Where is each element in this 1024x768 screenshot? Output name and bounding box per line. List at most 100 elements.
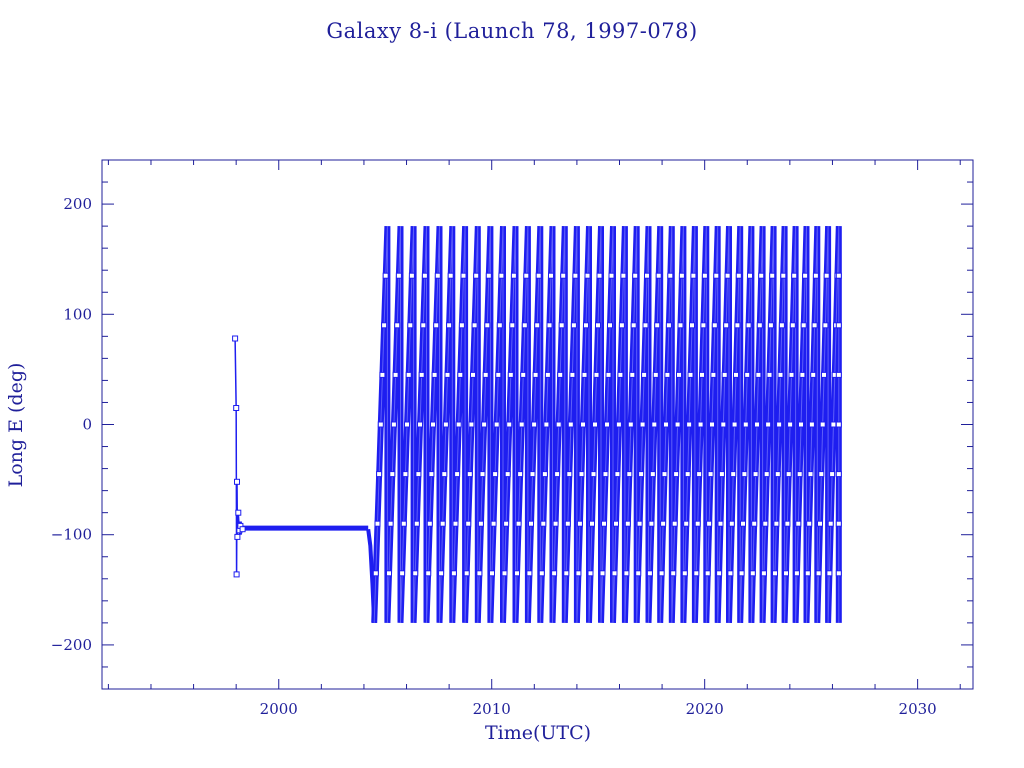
data-point-marker <box>819 421 826 428</box>
data-point-marker <box>492 471 499 478</box>
data-point-marker <box>808 421 815 428</box>
data-point-marker <box>430 421 436 428</box>
data-point-marker <box>796 471 803 478</box>
data-point-marker <box>428 471 435 478</box>
data-point-marker <box>747 272 753 279</box>
data-point-marker <box>785 471 792 478</box>
data-point-marker <box>471 322 478 329</box>
data-point-marker <box>470 371 476 378</box>
data-point-marker <box>504 471 511 478</box>
data-point-marker <box>531 421 538 428</box>
data-point-marker <box>466 471 473 478</box>
data-point-marker <box>583 322 589 329</box>
data-point-marker <box>442 421 449 428</box>
data-point-marker <box>733 371 739 378</box>
data-point-marker <box>523 272 530 279</box>
data-point-marker <box>663 421 669 428</box>
data-point-marker <box>788 371 795 378</box>
data-point-marker <box>596 272 603 279</box>
data-point-marker <box>644 272 650 279</box>
data-point-marker <box>671 520 678 527</box>
data-point-marker <box>501 570 508 577</box>
data-point-marker <box>509 322 516 329</box>
data-point-marker <box>827 520 834 527</box>
data-point-marker <box>479 471 486 478</box>
axis-tick-labels: 2000 2010 2020 2030 −200 −100 0 100 200 <box>51 195 937 718</box>
data-point-marker <box>514 570 520 577</box>
data-point-marker <box>618 322 625 329</box>
data-point-marker <box>681 570 688 577</box>
data-point-marker <box>399 570 406 577</box>
data-point-marker <box>639 421 646 428</box>
data-point-marker <box>767 322 774 329</box>
data-point-marker <box>431 371 438 378</box>
data-point-marker <box>687 371 694 378</box>
data-point-marker <box>646 570 653 577</box>
data-point-marker <box>503 520 510 527</box>
data-point-marker <box>807 471 814 478</box>
data-point-marker <box>766 371 773 378</box>
data-point-marker <box>706 520 713 527</box>
data-point-marker <box>589 520 595 527</box>
data-point-marker <box>835 371 842 378</box>
data-point-marker <box>374 520 381 527</box>
x-tick-label: 2010 <box>473 700 511 718</box>
data-point-marker <box>800 322 807 329</box>
data-point-marker <box>404 421 410 428</box>
data-point-marker <box>234 533 241 540</box>
data-point-marker <box>776 421 783 428</box>
y-tick-label: −100 <box>51 526 92 544</box>
data-point-marker <box>234 478 240 485</box>
data-point-marker <box>723 322 730 329</box>
data-point-marker <box>730 471 737 478</box>
data-point-marker <box>413 520 420 527</box>
data-point-marker <box>587 570 594 577</box>
data-point-marker <box>823 272 830 279</box>
data-point-marker <box>557 371 564 378</box>
data-point-marker <box>605 371 612 378</box>
data-point-marker <box>534 322 541 329</box>
data-point-marker <box>648 520 655 527</box>
data-point-marker <box>447 272 454 279</box>
data-point-marker <box>710 371 717 378</box>
data-point-marker <box>741 471 748 478</box>
data-point-marker <box>778 322 785 329</box>
data-point-marker <box>617 371 624 378</box>
data-point-marker <box>425 570 432 577</box>
data-point-marker <box>521 322 528 329</box>
axis-ticks <box>102 159 973 690</box>
data-point-marker <box>506 421 513 428</box>
y-tick-label: −200 <box>51 636 92 654</box>
data-point-marker <box>426 520 433 527</box>
data-point-marker <box>418 371 425 378</box>
data-point-marker <box>555 421 562 428</box>
data-point-marker <box>630 322 637 329</box>
data-point-marker <box>554 471 561 478</box>
data-point-marker <box>694 520 701 527</box>
data-point-marker <box>407 322 414 329</box>
data-point-marker <box>674 421 681 428</box>
data-point-marker <box>678 272 685 279</box>
data-point-marker <box>482 371 489 378</box>
data-point-marker <box>624 520 631 527</box>
data-point-marker <box>382 272 389 279</box>
data-point-marker <box>799 371 806 378</box>
data-point-marker <box>476 570 483 577</box>
data-point-marker <box>496 322 503 329</box>
data-point-marker <box>734 322 741 329</box>
data-point-marker <box>485 272 492 279</box>
data-point-marker <box>835 272 842 279</box>
data-point-marker <box>490 520 497 527</box>
data-point-marker <box>552 520 559 527</box>
data-point-marker <box>740 520 746 527</box>
data-point-marker <box>658 570 665 577</box>
chart-title: Galaxy 8-i (Launch 78, 1997-078) <box>326 19 697 43</box>
data-point-marker <box>460 272 467 279</box>
data-point-marker <box>548 272 554 279</box>
data-point-marker <box>700 322 707 329</box>
data-point-marker <box>811 322 818 329</box>
data-point-marker <box>676 371 682 378</box>
data-point-marker <box>716 570 723 577</box>
data-point-marker <box>683 520 690 527</box>
